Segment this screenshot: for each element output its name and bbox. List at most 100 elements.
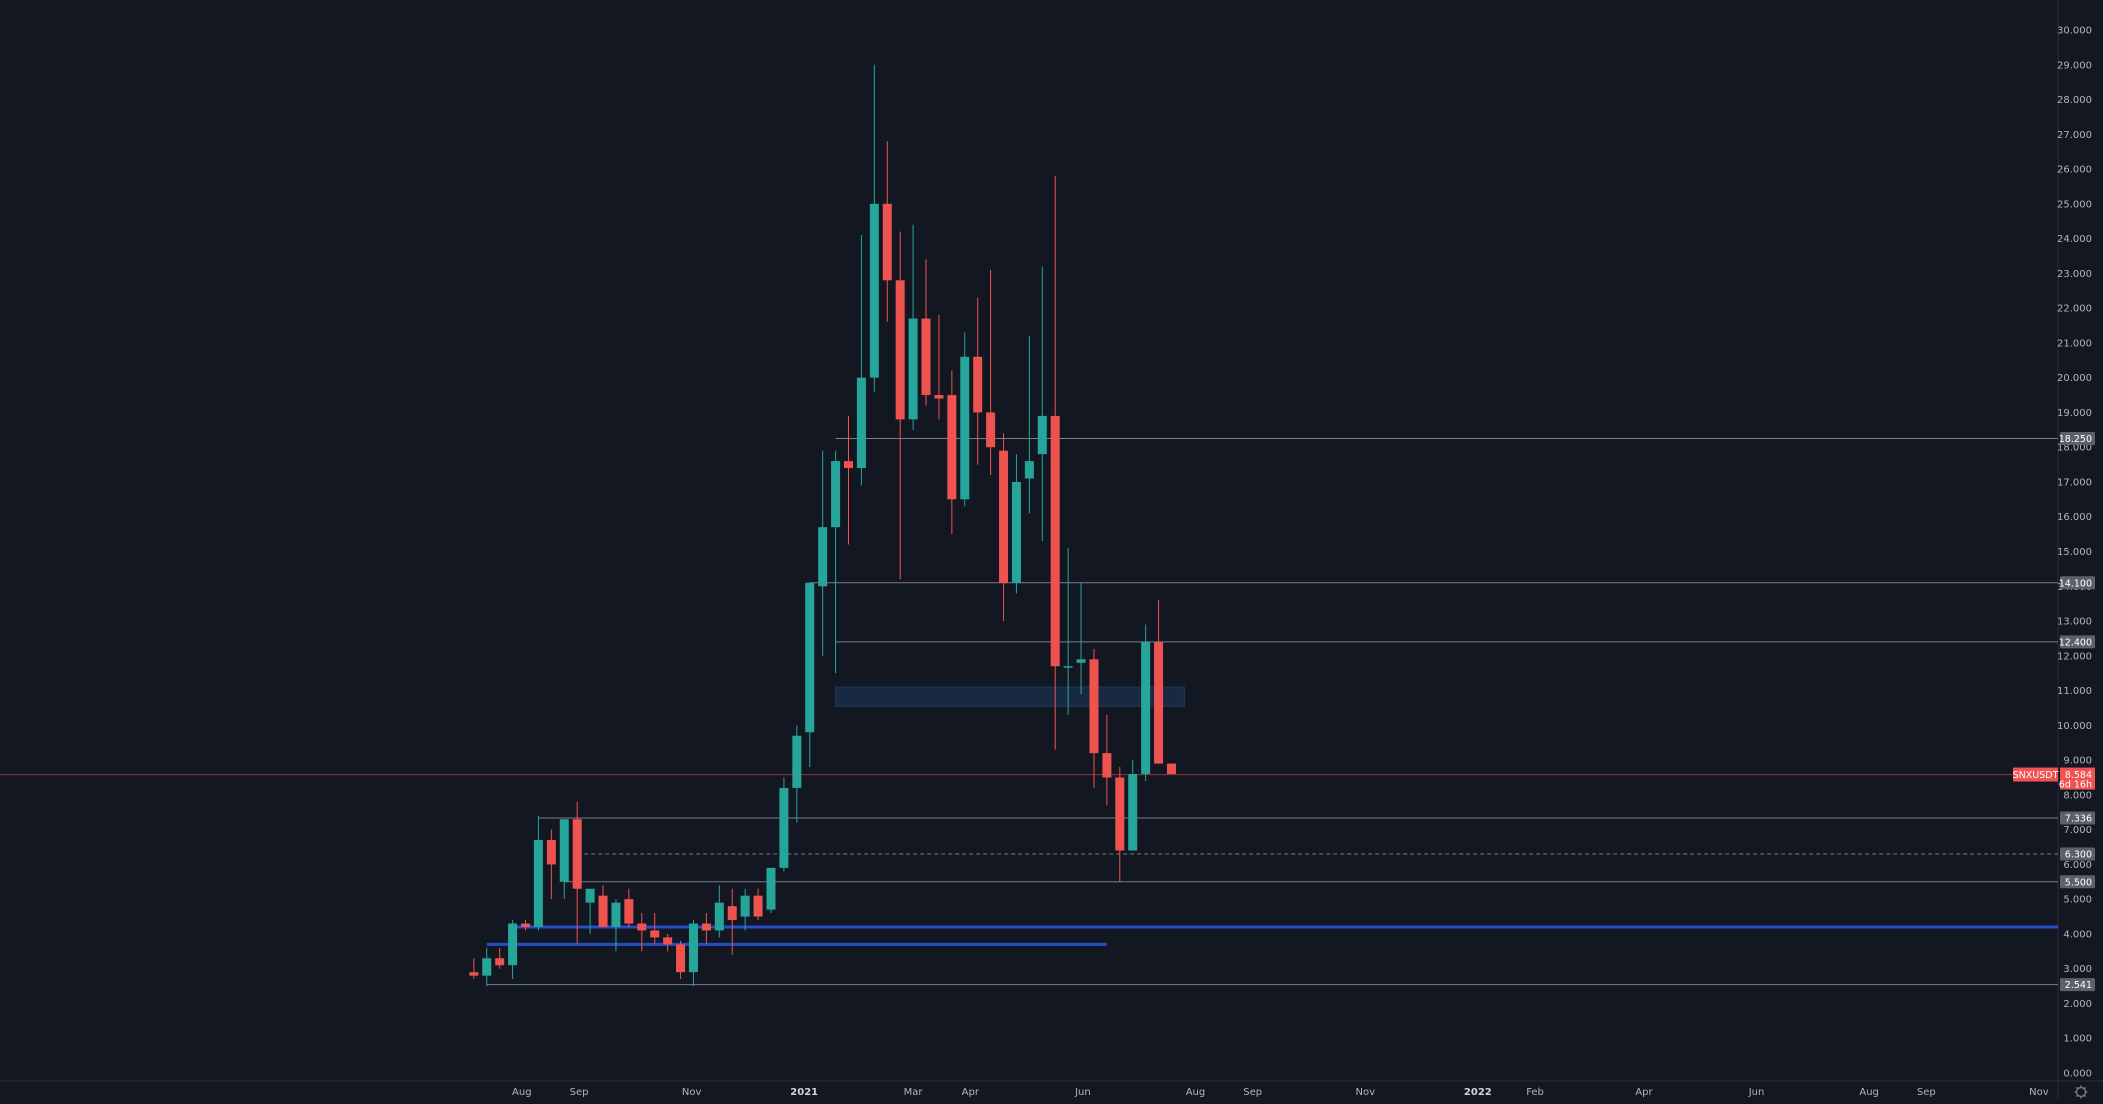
- price-tick-label: 20.000: [2057, 373, 2092, 384]
- price-tick-label: 2.000: [2063, 999, 2092, 1010]
- time-tick-label: Aug: [1186, 1087, 1206, 1098]
- candle-body[interactable]: [546, 840, 556, 865]
- candle-body[interactable]: [805, 582, 815, 733]
- candle-body[interactable]: [1063, 666, 1073, 668]
- candle-body[interactable]: [831, 461, 841, 528]
- candle-body[interactable]: [1154, 641, 1164, 764]
- candle-body[interactable]: [533, 840, 543, 927]
- candle-body[interactable]: [882, 203, 892, 281]
- candle-body[interactable]: [1166, 763, 1176, 775]
- candle-body[interactable]: [585, 888, 595, 903]
- candle-body[interactable]: [1115, 777, 1125, 851]
- candle-body[interactable]: [921, 318, 931, 396]
- candle-body[interactable]: [908, 318, 918, 420]
- price-tick-label: 19.000: [2057, 408, 2092, 419]
- time-tick-label: Nov: [1356, 1087, 1376, 1098]
- time-tick-label: Sep: [1917, 1087, 1936, 1098]
- candle-body[interactable]: [1037, 415, 1047, 455]
- candle-body[interactable]: [508, 923, 518, 966]
- level-label-box: [2060, 576, 2095, 590]
- candle-body[interactable]: [973, 356, 983, 413]
- symbol-tag-box: [2013, 767, 2058, 782]
- candle-body[interactable]: [637, 923, 647, 931]
- candle-body[interactable]: [960, 356, 970, 500]
- price-tick-label: 22.000: [2057, 304, 2092, 315]
- time-tick-label: Nov: [2029, 1087, 2049, 1098]
- time-tick-label: Sep: [570, 1087, 589, 1098]
- gear-icon-tooth: [2083, 1094, 2087, 1098]
- price-tick-label: 8.000: [2063, 790, 2092, 801]
- level-label-box: [2060, 847, 2095, 861]
- candle-body[interactable]: [714, 902, 724, 931]
- gear-icon-tooth: [2075, 1094, 2079, 1098]
- candle-body[interactable]: [766, 867, 776, 910]
- candle-body[interactable]: [611, 902, 621, 927]
- candle-body[interactable]: [947, 395, 957, 500]
- level-label: 5.500: [2065, 877, 2092, 888]
- candle-body[interactable]: [1050, 415, 1060, 667]
- supply-zone[interactable]: [835, 686, 1185, 707]
- candle-body[interactable]: [624, 899, 634, 924]
- candle-body[interactable]: [482, 958, 492, 976]
- candle-body[interactable]: [869, 203, 879, 378]
- price-tick-label: 30.000: [2057, 26, 2092, 37]
- level-label: 18.250: [2059, 434, 2092, 445]
- candle-body[interactable]: [1076, 659, 1086, 663]
- candle-body[interactable]: [663, 937, 673, 945]
- candle-body[interactable]: [1102, 753, 1112, 778]
- candle-body[interactable]: [727, 906, 737, 921]
- price-tick-label: 17.000: [2057, 477, 2092, 488]
- time-tick-label: 2021: [790, 1087, 818, 1098]
- gear-icon[interactable]: [2074, 1085, 2088, 1099]
- candle-body[interactable]: [521, 923, 531, 927]
- price-tick-label: 4.000: [2063, 929, 2092, 940]
- candle-body[interactable]: [1141, 641, 1151, 775]
- level-label: 14.100: [2059, 578, 2092, 589]
- candle-body[interactable]: [856, 377, 866, 469]
- candle-body[interactable]: [598, 895, 608, 927]
- candle-body[interactable]: [559, 819, 569, 882]
- time-tick-label: Apr: [962, 1087, 980, 1098]
- price-tick-label: 12.000: [2057, 651, 2092, 662]
- candle-body[interactable]: [1128, 774, 1138, 851]
- candle-body[interactable]: [895, 280, 905, 420]
- candle-body[interactable]: [676, 944, 686, 973]
- candle-body[interactable]: [792, 735, 802, 788]
- time-tick-label: Jun: [1074, 1087, 1091, 1098]
- time-tick-label: Apr: [1635, 1087, 1653, 1098]
- price-tick-label: 25.000: [2057, 199, 2092, 210]
- price-tick-label: 24.000: [2057, 234, 2092, 245]
- level-label-box: [2060, 432, 2095, 446]
- candle-body[interactable]: [934, 395, 944, 399]
- last-price-box: [2060, 767, 2095, 790]
- candle-body[interactable]: [844, 461, 853, 469]
- candle-body[interactable]: [688, 923, 698, 973]
- candle-body[interactable]: [999, 450, 1009, 583]
- candle-body[interactable]: [818, 527, 828, 587]
- candle-body[interactable]: [701, 923, 711, 931]
- price-tick-label: 13.000: [2057, 617, 2092, 628]
- candle-body[interactable]: [753, 895, 763, 917]
- candle-body[interactable]: [740, 895, 750, 917]
- price-tick-label: 28.000: [2057, 95, 2092, 106]
- candle-body[interactable]: [495, 958, 505, 966]
- candle-body[interactable]: [469, 972, 479, 976]
- price-tick-label: 3.000: [2063, 964, 2092, 975]
- candle-body[interactable]: [1011, 481, 1021, 583]
- candle-body[interactable]: [1089, 659, 1099, 754]
- candle-body[interactable]: [572, 819, 582, 889]
- candle-body[interactable]: [986, 412, 996, 448]
- candle-body[interactable]: [650, 930, 660, 938]
- level-label: 12.400: [2059, 637, 2092, 648]
- countdown-label: 6d 16h: [2059, 780, 2092, 791]
- gear-icon-tooth: [2075, 1086, 2079, 1090]
- price-tick-label: 27.000: [2057, 130, 2092, 141]
- price-tick-label: 15.000: [2057, 547, 2092, 558]
- candle-body[interactable]: [1024, 461, 1034, 479]
- candle-body[interactable]: [779, 787, 789, 868]
- price-tick-label: 21.000: [2057, 338, 2092, 349]
- level-label-box: [2060, 875, 2095, 889]
- level-label-box: [2060, 978, 2095, 992]
